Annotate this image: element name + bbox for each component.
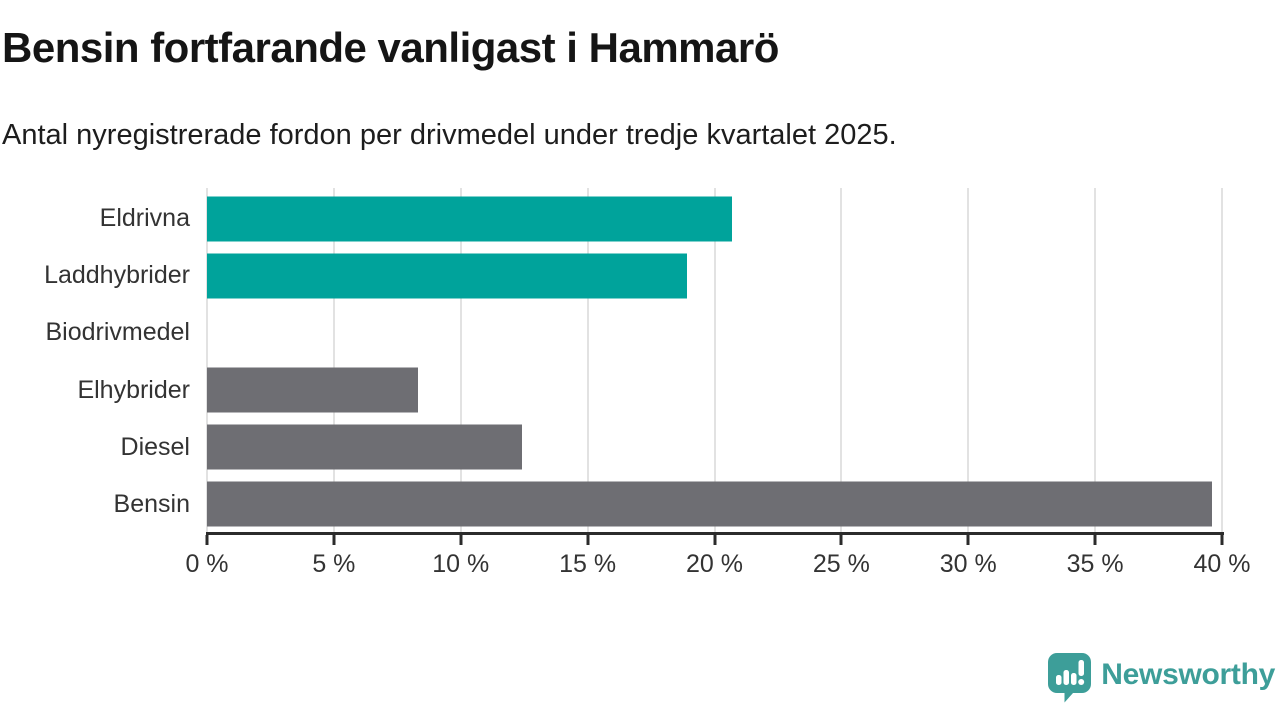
bar-elhybrider: [207, 367, 418, 413]
x-axis-ticks: [205, 535, 1224, 546]
x-axis-tick-label: 40 %: [1193, 550, 1251, 578]
bar-track: [207, 419, 1222, 476]
x-axis-tick: [332, 535, 336, 545]
gridline: [1094, 188, 1097, 533]
bar-bensin: [207, 481, 1212, 527]
category-label: Eldrivna: [99, 204, 190, 233]
category-label: Laddhybrider: [44, 261, 190, 290]
x-axis-tick: [586, 535, 590, 545]
x-axis-tick-label: 15 %: [559, 550, 617, 578]
newsworthy-logo-text: Newsworthy: [1101, 657, 1275, 691]
bar-row: Laddhybrider: [0, 247, 1222, 304]
bar-track: [207, 247, 1222, 304]
x-axis-tick: [459, 535, 463, 545]
category-label: Bensin: [113, 489, 190, 518]
x-axis-tick-label: 5 %: [312, 550, 356, 578]
newsworthy-bar-chart-bubble-icon: [1048, 653, 1092, 703]
gridline: [332, 188, 335, 533]
x-axis-line: [206, 532, 1224, 535]
category-label: Elhybrider: [77, 375, 190, 404]
x-axis-tick: [713, 535, 716, 545]
gridline: [586, 188, 589, 533]
bar-diesel: [207, 424, 522, 470]
bar-row: Eldrivna: [0, 190, 1222, 247]
newsworthy-logo: Newsworthy: [1047, 652, 1275, 703]
bar-track: [207, 304, 1222, 361]
category-label: Diesel: [120, 432, 190, 461]
x-axis-tick-label: 35 %: [1066, 550, 1124, 578]
x-axis-tick-label: 20 %: [686, 550, 743, 578]
category-label: Biodrivmedel: [45, 318, 190, 347]
x-axis-tick: [205, 535, 209, 545]
gridline: [1221, 188, 1223, 533]
bar-row: Diesel: [0, 419, 1222, 476]
x-axis-tick: [1093, 535, 1097, 545]
bar-track: [207, 476, 1222, 533]
x-axis-tick: [966, 535, 970, 545]
gridline: [967, 188, 970, 533]
gridlines: [206, 188, 1223, 533]
x-axis-tick: [839, 535, 843, 545]
x-axis-tick-labels: 0 % 5 % 10 % 15 % 20 % 25 % 30 % 35 % 40 %: [185, 550, 1250, 580]
x-axis-tick-label: 25 %: [812, 550, 870, 578]
bar-row: Elhybrider: [0, 362, 1222, 419]
bar-laddhybrider: [207, 253, 687, 299]
chart-subtitle: Antal nyregistrerade fordon per drivmede…: [2, 119, 897, 151]
bar-row: Bensin: [0, 476, 1222, 533]
bar-eldrivna: [207, 196, 733, 242]
x-axis-tick-label: 10 %: [432, 550, 490, 578]
gridline: [713, 188, 716, 533]
x-axis-tick-label: 0 %: [185, 550, 229, 578]
x-axis-tick: [1220, 535, 1224, 545]
gridline: [840, 188, 843, 533]
gridline: [459, 188, 462, 533]
bar-rows: Eldrivna Laddhybrider Biodrivmedel Elhybrid…: [0, 190, 1222, 533]
gridline: [206, 188, 208, 533]
bar-track: [207, 190, 1222, 247]
x-axis-tick-label: 30 %: [939, 550, 997, 578]
chart-title: Bensin fortfarande vanligast i Hammarö: [2, 24, 779, 71]
bar-row: Biodrivmedel: [0, 304, 1222, 361]
bar-track: [207, 362, 1222, 419]
